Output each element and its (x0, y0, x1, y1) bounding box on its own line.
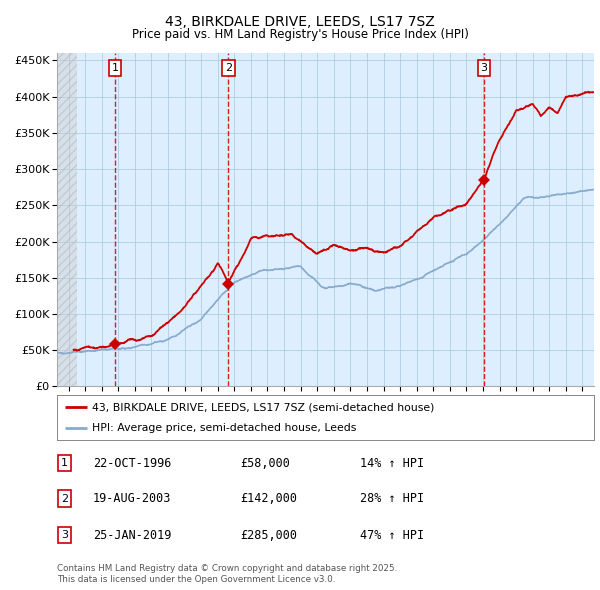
Text: 14% ↑ HPI: 14% ↑ HPI (360, 457, 424, 470)
Text: 1: 1 (112, 63, 119, 73)
Text: 22-OCT-1996: 22-OCT-1996 (93, 457, 172, 470)
Text: £285,000: £285,000 (240, 529, 297, 542)
Text: 2: 2 (61, 494, 68, 503)
Text: £58,000: £58,000 (240, 457, 290, 470)
Text: 1: 1 (61, 458, 68, 468)
Text: Contains HM Land Registry data © Crown copyright and database right 2025.: Contains HM Land Registry data © Crown c… (57, 565, 397, 573)
Text: 43, BIRKDALE DRIVE, LEEDS, LS17 7SZ (semi-detached house): 43, BIRKDALE DRIVE, LEEDS, LS17 7SZ (sem… (92, 402, 434, 412)
Text: 43, BIRKDALE DRIVE, LEEDS, LS17 7SZ: 43, BIRKDALE DRIVE, LEEDS, LS17 7SZ (165, 15, 435, 29)
Text: 2: 2 (225, 63, 232, 73)
Text: 25-JAN-2019: 25-JAN-2019 (93, 529, 172, 542)
Text: 47% ↑ HPI: 47% ↑ HPI (360, 529, 424, 542)
Text: 3: 3 (481, 63, 488, 73)
Text: 28% ↑ HPI: 28% ↑ HPI (360, 492, 424, 505)
Text: 19-AUG-2003: 19-AUG-2003 (93, 492, 172, 505)
Bar (57, 53, 77, 386)
Text: £142,000: £142,000 (240, 492, 297, 505)
Text: 3: 3 (61, 530, 68, 540)
Text: Price paid vs. HM Land Registry's House Price Index (HPI): Price paid vs. HM Land Registry's House … (131, 28, 469, 41)
Text: This data is licensed under the Open Government Licence v3.0.: This data is licensed under the Open Gov… (57, 575, 335, 584)
Text: HPI: Average price, semi-detached house, Leeds: HPI: Average price, semi-detached house,… (92, 422, 356, 432)
